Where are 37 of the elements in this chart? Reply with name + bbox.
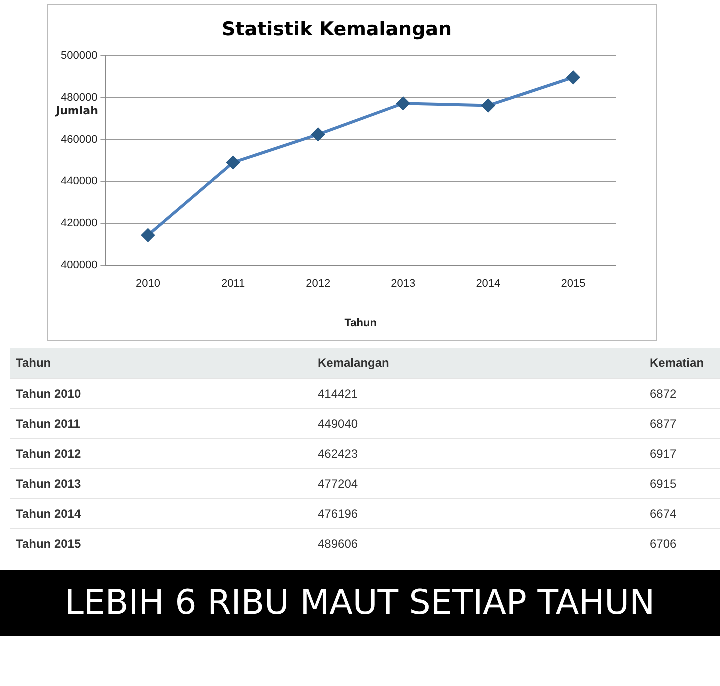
x-tick-label: 2014 <box>476 278 501 290</box>
data-label: 6877 <box>644 408 720 438</box>
text: Kematian <box>644 348 720 378</box>
y-tick-label: 400000 <box>60 260 98 272</box>
category-label: Tahun 2013 <box>10 468 312 498</box>
x-tick-label: 2010 <box>136 278 160 290</box>
x-tick-label: 2012 <box>306 278 331 290</box>
y-axis-title: Jumlah <box>55 104 98 118</box>
category-label: Tahun 2015 <box>10 528 312 558</box>
data-label: 6706 <box>644 528 720 558</box>
data-label: 477204 <box>312 468 644 498</box>
category-label: Tahun 2011 <box>10 408 312 438</box>
data-label: 449040 <box>312 408 644 438</box>
x-axis-title: Tahun <box>344 317 378 330</box>
category-label: Tahun 2010 <box>10 378 312 408</box>
category-label: Tahun 2014 <box>10 498 312 528</box>
data-label: 414421 <box>312 378 644 408</box>
y-tick-label: 420000 <box>60 218 98 230</box>
data-label: 6872 <box>644 378 720 408</box>
data-label: 6915 <box>644 468 720 498</box>
data-label: 6917 <box>644 438 720 468</box>
category-label: Tahun 2012 <box>10 438 312 468</box>
y-tick-label: 480000 <box>60 92 98 104</box>
x-tick-label: 2015 <box>561 278 586 290</box>
y-tick-label: 460000 <box>60 134 98 146</box>
text: Kemalangan <box>312 348 644 378</box>
data-label: 6674 <box>644 498 720 528</box>
y-tick-label: 440000 <box>60 176 98 188</box>
text: Tahun <box>10 348 312 378</box>
text: LEBIH 6 RIBU MAUT SETIAP TAHUN <box>0 570 720 636</box>
chart-title: Statistik Kemalangan <box>222 18 452 40</box>
data-label: 476196 <box>312 498 644 528</box>
data-label: 489606 <box>312 528 644 558</box>
x-tick-label: 2013 <box>391 278 416 290</box>
y-tick-label: 500000 <box>60 50 98 62</box>
x-tick-label: 2011 <box>221 278 246 290</box>
data-label: 462423 <box>312 438 644 468</box>
